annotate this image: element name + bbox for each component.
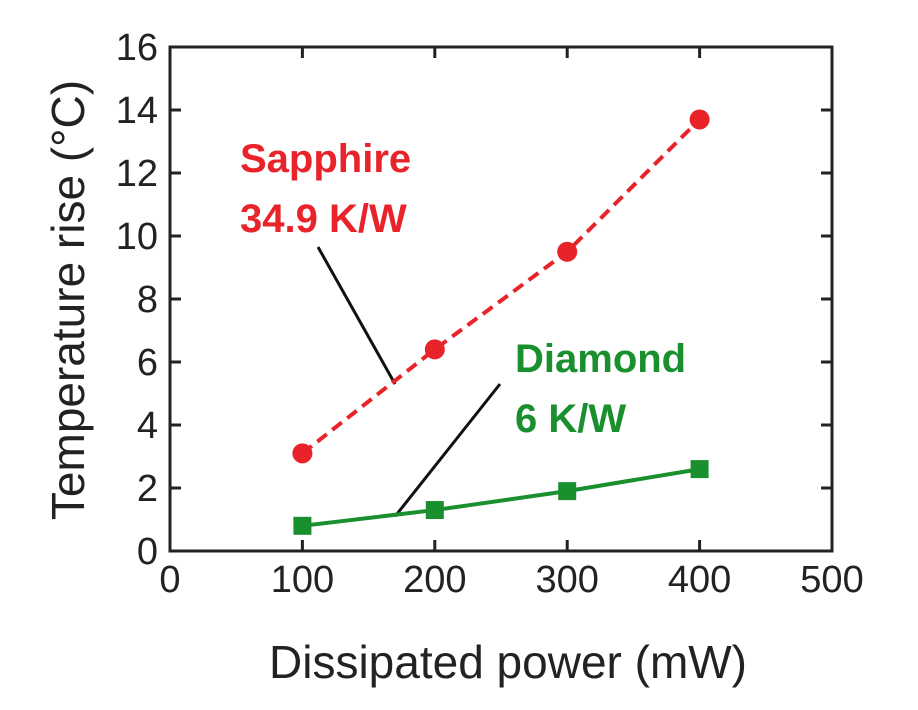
annotation-label: Sapphire: [240, 137, 411, 181]
axis-ticks: 0 100 200 300 400 500 0 2 4 6 8 10 12 14 16: [116, 27, 864, 601]
y-tick-label: 0: [137, 531, 158, 573]
annotation-pointer: [316, 246, 397, 385]
y-tick-label: 16: [116, 27, 158, 69]
x-axis-title: Dissipated power (mW): [269, 636, 747, 688]
data-point: [689, 109, 710, 130]
y-tick-label: 6: [137, 342, 158, 384]
data-point: [557, 241, 578, 262]
y-tick-label: 10: [116, 216, 158, 258]
data-point: [292, 443, 313, 464]
y-tick-label: 12: [116, 153, 158, 195]
annotation-value: 6 K/W: [515, 397, 626, 441]
data-point: [424, 339, 445, 360]
annotation-pointers: [316, 246, 502, 518]
data-series: [292, 109, 710, 535]
series-line: [302, 467, 700, 528]
annotation-pointer: [393, 383, 502, 518]
series-diamond: [293, 460, 709, 535]
y-axis-title: Temperature rise (°C): [42, 80, 94, 520]
annotation-label: Diamond: [515, 337, 686, 381]
data-point: [690, 460, 709, 479]
data-point: [558, 482, 577, 501]
y-tick-label: 4: [137, 405, 158, 447]
x-tick-label: 100: [271, 559, 334, 601]
data-point: [293, 516, 312, 535]
y-tick-label: 2: [137, 468, 158, 510]
x-tick-label: 0: [159, 559, 180, 601]
data-point: [425, 501, 444, 520]
series-line: [301, 118, 702, 455]
x-tick-label: 200: [403, 559, 466, 601]
series-sapphire: [292, 109, 710, 464]
y-tick-label: 8: [137, 279, 158, 321]
annotations: Sapphire 34.9 K/W Diamond 6 K/W: [240, 137, 686, 441]
x-tick-label: 500: [800, 559, 863, 601]
y-tick-label: 14: [116, 90, 158, 132]
x-tick-label: 300: [535, 559, 598, 601]
x-tick-label: 400: [668, 559, 731, 601]
annotation-value: 34.9 K/W: [240, 197, 407, 241]
